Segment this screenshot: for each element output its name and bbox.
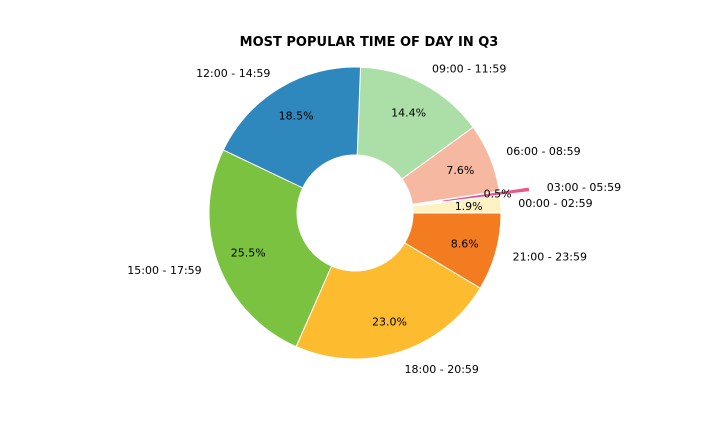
pct-label-09-00-11-59: 14.4% [391, 107, 426, 120]
category-label-03-00-05-59: 03:00 - 05:59 [547, 181, 621, 194]
pct-label-06-00-08-59: 7.6% [446, 164, 474, 177]
pct-label-03-00-05-59: 0.5% [484, 188, 512, 201]
category-label-09-00-11-59: 09:00 - 11:59 [432, 63, 506, 76]
slice-12-00-14-59 [222, 66, 362, 189]
labels-group: 1.9% 00:00 - 02:59 0.5% 03:00 - 05:59 7.6% 06… [127, 63, 621, 376]
category-label-21-00-23-59: 21:00 - 23:59 [513, 251, 587, 264]
slice-09-00-11-59 [356, 66, 474, 180]
category-label-12-00-14-59: 12:00 - 14:59 [196, 67, 270, 80]
chart-title: MOST POPULAR TIME OF DAY IN Q3 [240, 35, 499, 50]
category-label-15-00-17-59: 15:00 - 17:59 [127, 264, 201, 277]
pct-label-21-00-23-59: 8.6% [451, 237, 479, 250]
category-label-00-00-02-59: 00:00 - 02:59 [518, 197, 592, 210]
slice-15-00-17-59 [208, 149, 333, 348]
category-label-18-00-20-59: 18:00 - 20:59 [405, 363, 479, 376]
slice-00-00-02-59 [412, 195, 502, 214]
pct-label-12-00-14-59: 18.5% [279, 110, 314, 123]
category-label-06-00-08-59: 06:00 - 08:59 [506, 145, 580, 158]
pct-label-18-00-20-59: 23.0% [372, 316, 407, 329]
pct-label-15-00-17-59: 25.5% [231, 247, 266, 260]
slice-21-00-23-59 [404, 212, 502, 289]
slice-18-00-20-59 [295, 242, 481, 360]
pct-label-00-00-02-59: 1.9% [455, 200, 483, 213]
slices-group [208, 66, 531, 360]
